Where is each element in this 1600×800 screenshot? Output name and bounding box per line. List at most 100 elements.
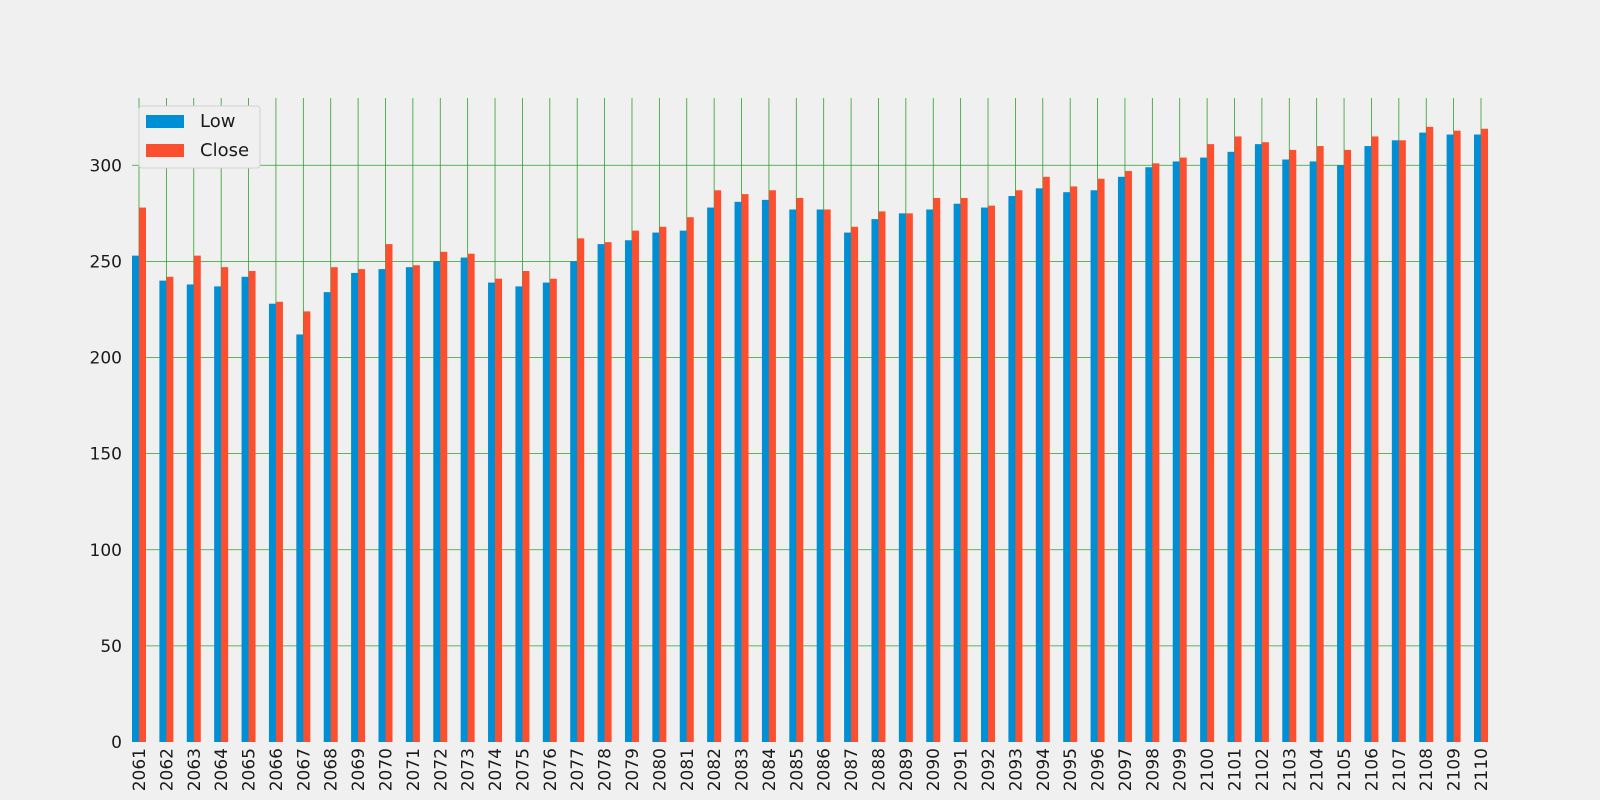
bar-low-2110: [1474, 134, 1481, 742]
y-tick-label: 250: [90, 252, 122, 272]
y-tick-label: 300: [90, 156, 122, 176]
bar-low-2064: [214, 286, 222, 742]
bar-low-2092: [981, 207, 989, 743]
bar-low-2066: [268, 303, 276, 742]
bar-close-2068: [330, 267, 338, 742]
bar-low-2079: [624, 240, 632, 742]
bar-low-2067: [296, 334, 304, 742]
x-tick-label: 2064: [212, 748, 232, 791]
x-tick-label: 2109: [1445, 748, 1465, 791]
bar-close-2093: [1015, 190, 1023, 742]
x-tick-label: 2075: [513, 748, 533, 791]
legend-swatch-low: [146, 115, 184, 128]
bar-low-2068: [323, 292, 331, 742]
x-tick-label: 2091: [952, 748, 972, 791]
bar-close-2107: [1398, 140, 1406, 742]
bar-close-2101: [1234, 136, 1242, 742]
bar-low-2078: [597, 244, 605, 742]
bar-close-2073: [467, 253, 475, 742]
x-tick-label: 2092: [979, 748, 999, 791]
x-tick-label: 2110: [1472, 748, 1492, 791]
bar-close-2061: [139, 207, 146, 743]
bar-close-2070: [385, 244, 393, 742]
y-tick-label: 150: [90, 445, 122, 465]
bar-close-2084: [768, 190, 776, 742]
x-tick-label: 2087: [842, 748, 862, 791]
x-tick-label: 2084: [760, 748, 780, 791]
bar-low-2074: [488, 282, 496, 742]
bar-close-2099: [1179, 157, 1187, 743]
bar-low-2087: [844, 232, 852, 742]
bar-close-2096: [1097, 178, 1105, 742]
x-tick-label: 2089: [897, 748, 917, 791]
x-tick-label: 2100: [1198, 748, 1218, 791]
bar-low-2063: [186, 284, 194, 742]
bar-close-2104: [1316, 146, 1324, 743]
x-tick-label: 2069: [349, 748, 369, 791]
bar-close-2075: [522, 271, 530, 742]
bar-low-2097: [1117, 176, 1125, 742]
bar-low-2065: [241, 276, 249, 742]
bar-close-2092: [988, 205, 996, 742]
x-tick-label: 2061: [130, 748, 150, 791]
bar-low-2106: [1364, 146, 1372, 743]
x-tick-label: 2066: [267, 748, 287, 791]
bar-close-2087: [851, 226, 859, 743]
bar-close-2100: [1207, 144, 1215, 742]
x-axis-ticks: 2061 2062 2063 2064 2065 2066 2067 2068 2069 2070…: [130, 748, 1492, 791]
bar-close-2088: [878, 211, 886, 742]
x-tick-label: 2072: [431, 748, 451, 791]
bar-low-2086: [816, 209, 824, 742]
x-tick-label: 2065: [240, 748, 260, 791]
bar-low-2061: [132, 255, 139, 743]
bar-low-2072: [433, 261, 441, 742]
bar-low-2071: [405, 267, 413, 742]
bar-low-2098: [1145, 167, 1153, 743]
x-tick-label: 2105: [1335, 748, 1355, 791]
x-tick-label: 2106: [1362, 748, 1382, 791]
bar-close-2102: [1261, 142, 1269, 743]
bar-low-2081: [679, 230, 687, 742]
y-tick-label: 0: [111, 733, 122, 753]
x-tick-label: 2104: [1308, 748, 1328, 791]
x-tick-label: 2101: [1226, 748, 1246, 791]
x-tick-label: 2090: [924, 748, 944, 791]
bar-low-2069: [351, 272, 359, 742]
bar-close-2105: [1344, 149, 1352, 742]
x-tick-label: 2098: [1143, 748, 1163, 791]
bar-close-2094: [1042, 176, 1050, 742]
bar-close-2110: [1481, 128, 1488, 743]
legend-label-close: Close: [200, 140, 249, 161]
bar-close-2072: [440, 251, 448, 742]
bar-low-2103: [1282, 159, 1290, 742]
bar-close-2086: [823, 209, 831, 742]
x-tick-label: 2073: [459, 748, 479, 791]
x-tick-label: 2082: [705, 748, 725, 791]
bar-low-2084: [761, 199, 769, 742]
x-tick-label: 2085: [787, 748, 807, 791]
x-tick-label: 2102: [1253, 748, 1273, 791]
bar-low-2105: [1337, 165, 1345, 743]
bar-close-2085: [796, 197, 804, 742]
bar-close-2081: [686, 217, 694, 743]
x-tick-label: 2103: [1280, 748, 1300, 791]
bar-low-2088: [871, 219, 879, 742]
bar-close-2106: [1371, 136, 1379, 742]
x-tick-label: 2099: [1171, 748, 1191, 791]
bar-close-2103: [1289, 149, 1297, 742]
bar-close-2071: [412, 265, 420, 742]
bar-close-2097: [1124, 171, 1132, 742]
x-tick-label: 2083: [733, 748, 753, 791]
y-tick-label: 50: [100, 637, 122, 657]
bars: [132, 126, 1488, 743]
x-tick-label: 2078: [596, 748, 616, 791]
bar-low-2096: [1090, 190, 1098, 742]
x-tick-label: 2094: [1034, 748, 1054, 791]
bar-close-2062: [166, 276, 174, 742]
x-tick-label: 2097: [1116, 748, 1136, 791]
x-tick-label: 2074: [486, 748, 506, 791]
bar-low-2101: [1227, 151, 1235, 743]
bar-close-2069: [358, 269, 366, 742]
bar-close-2108: [1426, 126, 1434, 743]
